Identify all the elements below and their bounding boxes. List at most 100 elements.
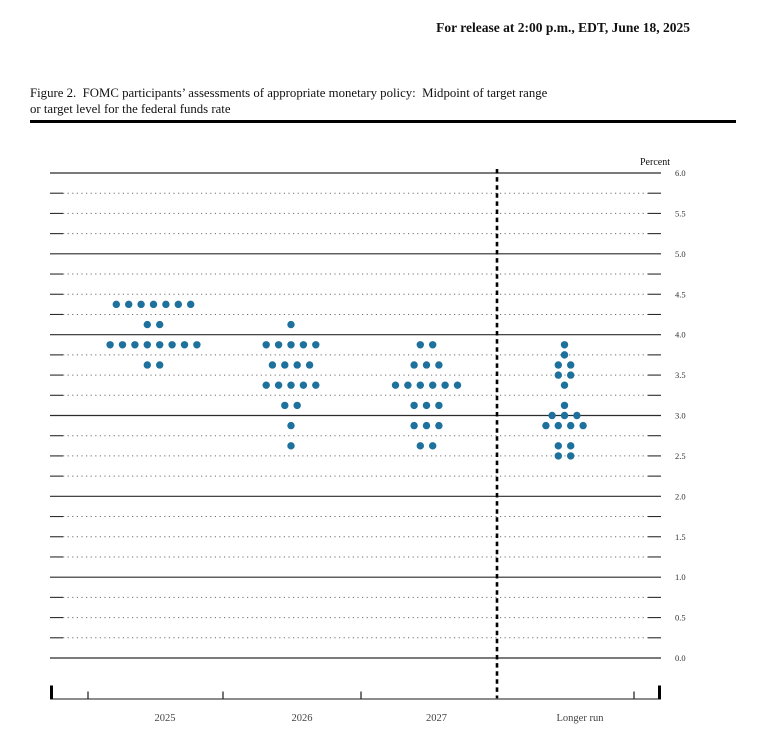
participant-dot <box>125 300 133 309</box>
participant-dot <box>404 381 412 389</box>
y-tick-label: 1.0 <box>675 572 686 582</box>
participant-dot <box>435 361 443 369</box>
y-tick-label: 6.0 <box>675 168 686 178</box>
participant-dot <box>441 381 449 389</box>
participant-dot <box>162 300 170 309</box>
participant-dot <box>293 361 301 369</box>
column-label: Longer run <box>557 713 605 724</box>
participant-dot <box>143 320 151 329</box>
participant-dot <box>287 341 295 349</box>
y-tick-label: 4.0 <box>675 330 686 340</box>
participant-dot <box>429 341 437 349</box>
participant-dot <box>567 442 575 450</box>
participant-dot <box>312 341 320 349</box>
participant-dot <box>156 361 164 369</box>
participant-dot <box>274 341 283 349</box>
participant-dot <box>429 442 437 450</box>
participant-dot <box>422 401 431 410</box>
participant-dot <box>193 341 201 349</box>
participant-dot <box>262 381 270 389</box>
participant-dot <box>143 361 151 369</box>
title-divider-rule <box>30 120 736 123</box>
participant-dot <box>287 381 295 389</box>
participant-dot <box>548 411 556 420</box>
column-label: 2027 <box>426 713 447 724</box>
participant-dot <box>410 421 418 430</box>
participant-dot <box>416 381 424 389</box>
y-tick-label: 0.5 <box>675 613 686 623</box>
participant-dot <box>156 341 164 349</box>
y-tick-label: 4.5 <box>675 289 686 299</box>
participant-dot <box>180 341 189 349</box>
participant-dot <box>168 341 176 349</box>
figure-title: Figure 2. FOMC participants’ assessments… <box>30 86 740 117</box>
participant-dot <box>112 300 121 309</box>
y-tick-label: 2.0 <box>675 491 686 501</box>
participant-dot <box>579 421 587 430</box>
participant-dot <box>435 421 443 430</box>
participant-dot <box>554 442 562 450</box>
y-tick-label: 0.0 <box>675 653 686 663</box>
participant-dot <box>274 381 283 389</box>
participant-dot <box>560 401 569 410</box>
participant-dot <box>156 320 164 329</box>
release-header: For release at 2:00 p.m., EDT, June 18, … <box>436 20 690 35</box>
participant-dot <box>435 401 443 410</box>
participant-dot <box>573 411 581 420</box>
participant-dot <box>410 401 418 410</box>
figure-title-line-1: Figure 2. FOMC participants’ assessments… <box>30 86 548 100</box>
participant-dot <box>131 341 139 349</box>
participant-dot <box>554 452 562 460</box>
participant-dot <box>299 381 308 389</box>
figure-title-line-2: or target level for the federal funds ra… <box>30 101 231 116</box>
participant-dot <box>429 381 437 389</box>
participant-dot <box>287 320 295 329</box>
participant-dot <box>422 361 431 369</box>
y-axis-title: Percent <box>640 157 670 168</box>
participant-dot <box>567 452 575 460</box>
participant-dot <box>416 442 424 450</box>
y-tick-label: 5.0 <box>675 249 686 259</box>
participant-dot <box>416 341 424 349</box>
participant-dot <box>106 341 114 349</box>
column-label: 2025 <box>155 713 176 724</box>
participant-dot <box>287 421 295 430</box>
participant-dot <box>560 381 569 389</box>
y-tick-label: 3.0 <box>675 411 686 421</box>
participant-dot <box>554 421 562 430</box>
participant-dot <box>281 361 289 369</box>
participant-dot <box>305 361 314 369</box>
participant-dot <box>268 361 277 369</box>
participant-dot <box>567 361 575 369</box>
participant-dot <box>391 381 400 389</box>
participant-dot <box>567 371 575 379</box>
participant-dot <box>312 381 320 389</box>
participant-dot <box>554 371 562 379</box>
participant-dot <box>118 341 127 349</box>
participant-dot <box>137 300 145 309</box>
participant-dot <box>262 341 270 349</box>
participant-dot <box>560 341 569 349</box>
participant-dot <box>174 300 182 309</box>
participant-dot <box>560 411 569 420</box>
participant-dot <box>542 421 550 430</box>
y-tick-label: 2.5 <box>675 451 686 461</box>
participant-dot <box>281 401 289 410</box>
participant-dot <box>293 401 301 410</box>
participant-dot <box>567 421 575 430</box>
participant-dot <box>187 300 195 309</box>
participant-dot <box>143 341 151 349</box>
participant-dot <box>453 381 462 389</box>
participant-dot <box>422 421 431 430</box>
participant-dot <box>287 442 295 450</box>
participant-dot <box>149 300 158 309</box>
column-label: 2026 <box>292 713 313 724</box>
participant-dot <box>299 341 308 349</box>
participant-dot <box>560 351 569 359</box>
y-tick-label: 1.5 <box>675 532 686 542</box>
participant-dot <box>554 361 562 369</box>
y-tick-label: 5.5 <box>675 208 686 218</box>
participant-dot <box>410 361 418 369</box>
